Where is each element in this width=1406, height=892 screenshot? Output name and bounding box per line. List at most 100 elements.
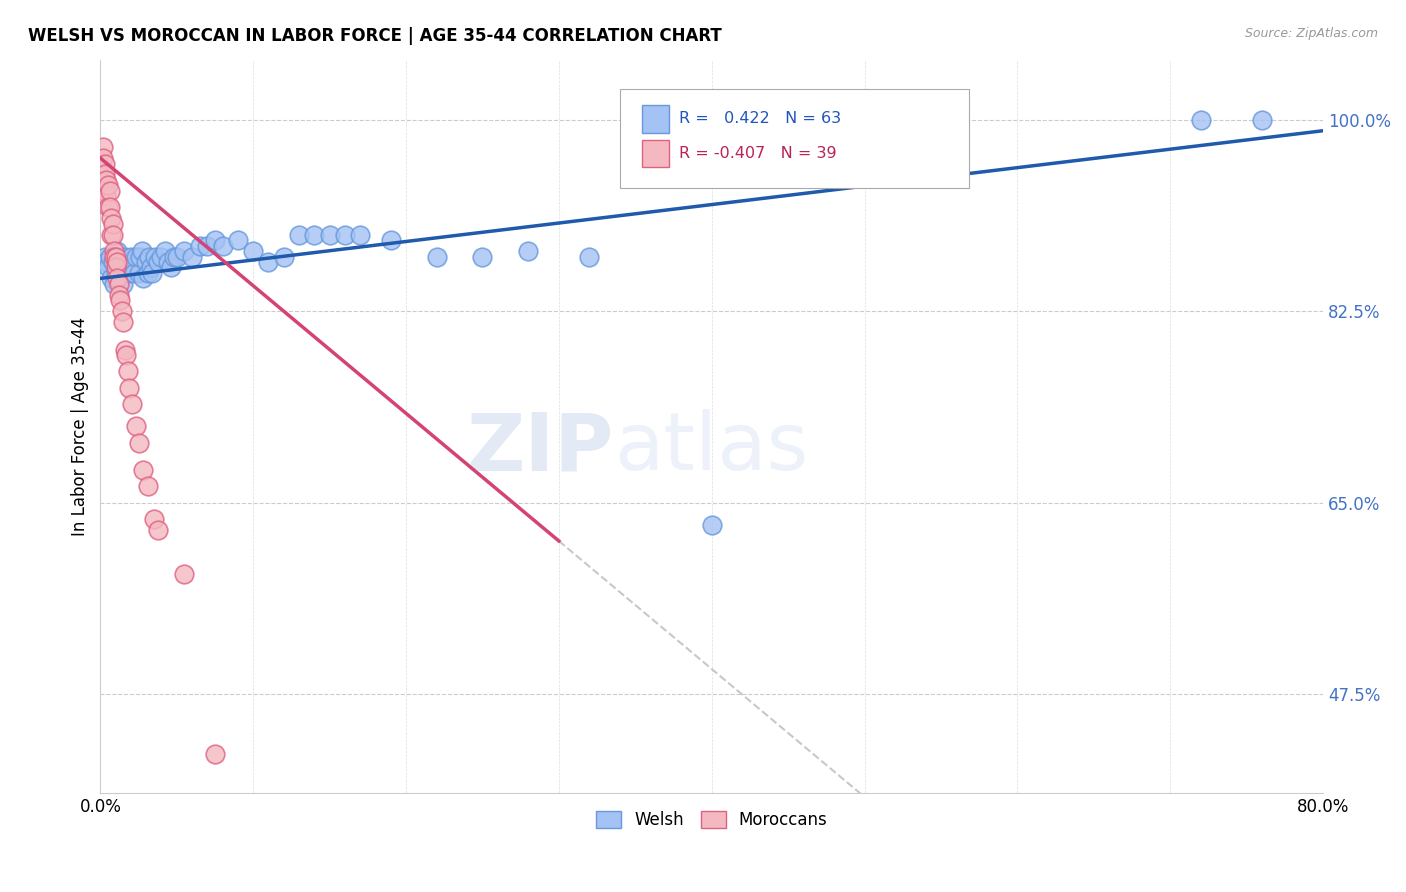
Point xyxy=(94,250,117,264)
Point xyxy=(135,255,157,269)
Point xyxy=(1189,112,1212,127)
Point xyxy=(150,250,173,264)
Point xyxy=(333,227,356,242)
Point xyxy=(104,266,127,280)
Point xyxy=(124,250,146,264)
Point xyxy=(141,266,163,280)
Text: R =   0.422   N = 63: R = 0.422 N = 63 xyxy=(679,112,841,127)
Point xyxy=(139,260,162,275)
Point xyxy=(94,184,117,198)
Point xyxy=(226,233,249,247)
Point xyxy=(1251,112,1274,127)
Point xyxy=(129,250,152,264)
Point xyxy=(181,250,204,264)
Point xyxy=(132,271,155,285)
Point xyxy=(112,315,135,329)
Point xyxy=(131,244,153,258)
Point xyxy=(105,255,128,269)
Point xyxy=(115,348,138,362)
Point xyxy=(124,419,146,434)
Point xyxy=(114,250,136,264)
Point xyxy=(122,266,145,280)
Point xyxy=(103,244,125,258)
Point xyxy=(117,364,139,378)
Point xyxy=(107,271,129,285)
Point xyxy=(148,523,170,537)
Point xyxy=(112,255,135,269)
Point xyxy=(132,463,155,477)
Point xyxy=(111,304,134,318)
Point xyxy=(105,244,128,258)
Point xyxy=(166,250,188,264)
Point xyxy=(111,266,134,280)
Point xyxy=(121,260,143,275)
Point xyxy=(242,244,264,258)
Point xyxy=(156,255,179,269)
Point xyxy=(98,184,121,198)
Point xyxy=(349,227,371,242)
Point xyxy=(93,151,115,165)
Point xyxy=(426,250,449,264)
Point xyxy=(153,244,176,258)
Point xyxy=(100,227,122,242)
Point xyxy=(204,747,226,762)
Point xyxy=(98,200,121,214)
Text: atlas: atlas xyxy=(614,409,808,487)
Point xyxy=(98,250,121,264)
Point xyxy=(136,266,159,280)
Point xyxy=(700,517,723,532)
Point xyxy=(318,227,340,242)
Point xyxy=(107,288,129,302)
Text: Source: ZipAtlas.com: Source: ZipAtlas.com xyxy=(1244,27,1378,40)
Point xyxy=(96,255,118,269)
Point xyxy=(101,255,124,269)
Point xyxy=(121,397,143,411)
Point xyxy=(204,233,226,247)
Point xyxy=(257,255,280,269)
Legend: Welsh, Moroccans: Welsh, Moroccans xyxy=(589,804,834,836)
Text: WELSH VS MOROCCAN IN LABOR FORCE | AGE 35-44 CORRELATION CHART: WELSH VS MOROCCAN IN LABOR FORCE | AGE 3… xyxy=(28,27,721,45)
Point xyxy=(471,250,494,264)
Point xyxy=(128,266,150,280)
Point xyxy=(104,260,127,275)
Point xyxy=(148,255,170,269)
Point xyxy=(115,260,138,275)
Point xyxy=(145,250,167,264)
Point xyxy=(288,227,311,242)
Point xyxy=(94,168,117,182)
Point xyxy=(118,266,141,280)
Point xyxy=(380,233,402,247)
Point xyxy=(114,343,136,357)
Point xyxy=(136,479,159,493)
Point xyxy=(93,140,115,154)
Point xyxy=(96,173,118,187)
Point xyxy=(273,250,295,264)
Point xyxy=(517,244,540,258)
FancyBboxPatch shape xyxy=(643,105,669,133)
Point xyxy=(159,260,181,275)
Point xyxy=(100,271,122,285)
Point xyxy=(97,200,120,214)
Point xyxy=(103,277,125,291)
Point xyxy=(112,277,135,291)
Point xyxy=(138,250,160,264)
Point xyxy=(188,238,211,252)
Point xyxy=(94,156,117,170)
Point xyxy=(128,435,150,450)
Point xyxy=(101,227,124,242)
Point xyxy=(104,250,127,264)
Point xyxy=(100,211,122,226)
Text: ZIP: ZIP xyxy=(467,409,614,487)
Point xyxy=(97,260,120,275)
Point xyxy=(110,293,132,308)
Point xyxy=(110,260,132,275)
Point xyxy=(117,255,139,269)
Point xyxy=(173,566,195,581)
Point xyxy=(173,244,195,258)
Point xyxy=(163,250,186,264)
Point xyxy=(101,217,124,231)
Point xyxy=(105,271,128,285)
Point xyxy=(304,227,326,242)
Point xyxy=(107,277,129,291)
Point xyxy=(211,238,233,252)
